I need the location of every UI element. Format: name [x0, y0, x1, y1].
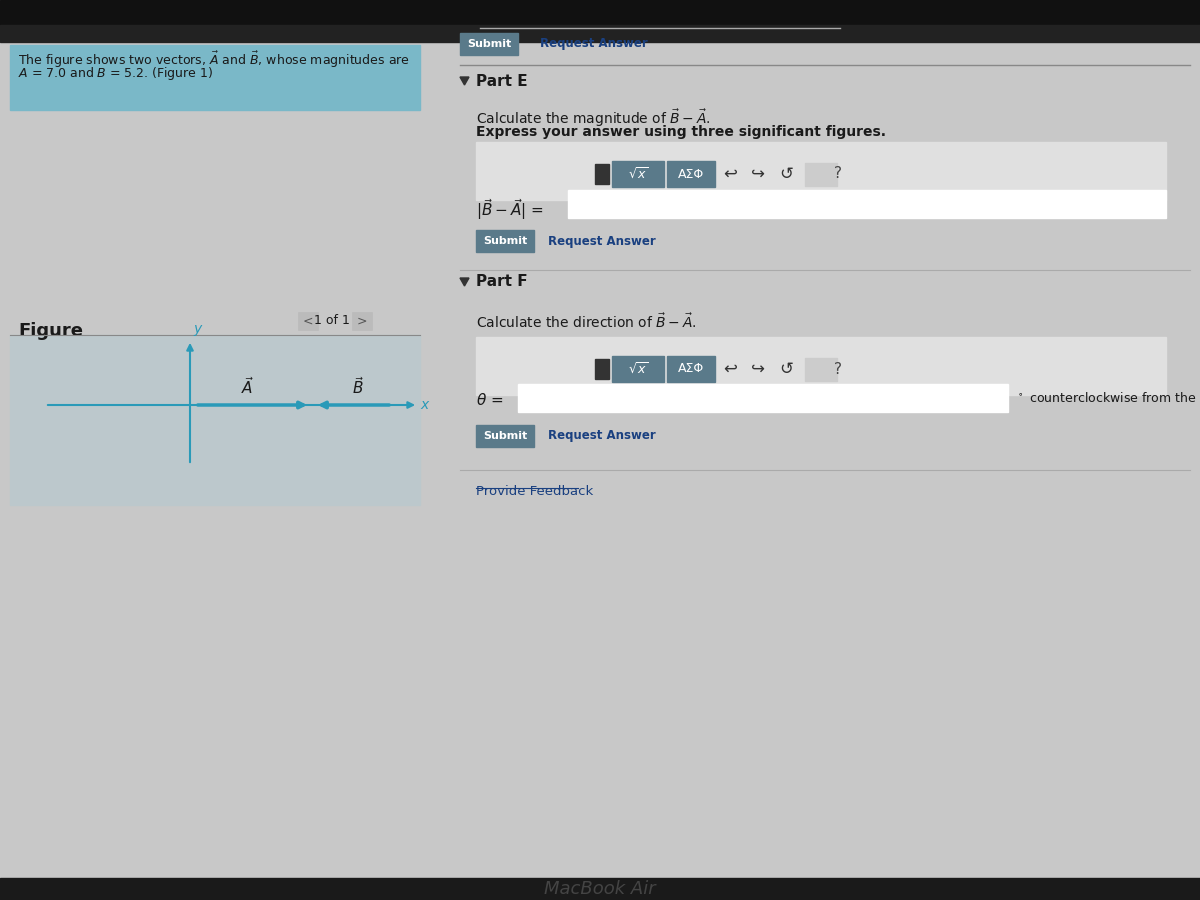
Bar [352, 312, 372, 330]
Bar [805, 163, 838, 186]
Text: AΣΦ: AΣΦ [678, 167, 704, 181]
Text: Submit: Submit [482, 236, 527, 246]
Bar [10, 335, 420, 505]
Text: ↪: ↪ [751, 360, 764, 378]
Text: AΣΦ: AΣΦ [678, 363, 704, 375]
Text: $y$: $y$ [193, 323, 204, 338]
Text: Calculate the direction of $\vec{B} - \vec{A}$.: Calculate the direction of $\vec{B} - \v… [476, 312, 697, 330]
Bar [667, 161, 715, 187]
Text: $\vec{B}$: $\vec{B}$ [352, 376, 364, 397]
Bar [595, 359, 610, 379]
Text: $\theta$ =: $\theta$ = [476, 392, 503, 408]
Text: ↺: ↺ [779, 360, 793, 378]
Text: $^\circ$ counterclockwise from the +$x$ direction: $^\circ$ counterclockwise from the +$x$ … [1016, 391, 1200, 405]
Bar [0, 0, 1200, 25]
Bar [667, 356, 715, 382]
Text: >: > [356, 314, 367, 328]
Text: Calculate the magnitude of $\vec{B} - \vec{A}$.: Calculate the magnitude of $\vec{B} - \v… [476, 107, 710, 129]
Text: Part E: Part E [476, 74, 528, 88]
Text: Request Answer: Request Answer [548, 235, 655, 248]
Text: The figure shows two vectors, $\vec{A}$ and $\vec{B}$, whose magnitudes are: The figure shows two vectors, $\vec{A}$ … [18, 50, 410, 70]
Text: ↺: ↺ [779, 165, 793, 183]
Text: $|\vec{B} - \vec{A}|$ =: $|\vec{B} - \vec{A}|$ = [476, 197, 544, 222]
Text: ?: ? [834, 362, 842, 376]
Bar [0, 878, 1200, 900]
Text: ↪: ↪ [751, 165, 764, 183]
Text: Part F: Part F [476, 274, 528, 290]
Bar [612, 161, 664, 187]
Text: $\sqrt{x}$: $\sqrt{x}$ [628, 362, 648, 376]
Text: ↩: ↩ [724, 165, 737, 183]
Text: Figure: Figure [18, 322, 83, 340]
Polygon shape [460, 77, 469, 85]
Bar [476, 425, 534, 447]
Bar [460, 33, 518, 55]
Text: Request Answer: Request Answer [540, 38, 648, 50]
Text: $\sqrt{x}$: $\sqrt{x}$ [628, 166, 648, 182]
Text: Request Answer: Request Answer [548, 429, 655, 443]
Bar [595, 164, 610, 184]
Bar [612, 356, 664, 382]
Bar [476, 337, 1166, 395]
Bar [518, 384, 1008, 412]
Text: Express your answer using three significant figures.: Express your answer using three signific… [476, 125, 886, 139]
Text: Submit: Submit [467, 39, 511, 49]
Text: $\vec{A}$: $\vec{A}$ [241, 376, 254, 397]
Bar [0, 25, 1200, 42]
Text: MacBook Air: MacBook Air [544, 880, 656, 898]
Text: <: < [302, 314, 313, 328]
Bar [568, 190, 1166, 218]
Text: $A$ = 7.0 and $B$ = 5.2. (Figure 1): $A$ = 7.0 and $B$ = 5.2. (Figure 1) [18, 65, 214, 82]
Bar [298, 312, 318, 330]
Polygon shape [460, 278, 469, 286]
Bar [10, 45, 420, 110]
Bar [476, 142, 1166, 200]
Text: Provide Feedback: Provide Feedback [476, 485, 593, 498]
Text: Submit: Submit [482, 431, 527, 441]
Bar [805, 358, 838, 381]
Text: $x$: $x$ [420, 398, 431, 412]
Text: ↩: ↩ [724, 360, 737, 378]
Bar [476, 230, 534, 252]
Text: 1 of 1: 1 of 1 [314, 314, 350, 328]
Text: ?: ? [834, 166, 842, 182]
